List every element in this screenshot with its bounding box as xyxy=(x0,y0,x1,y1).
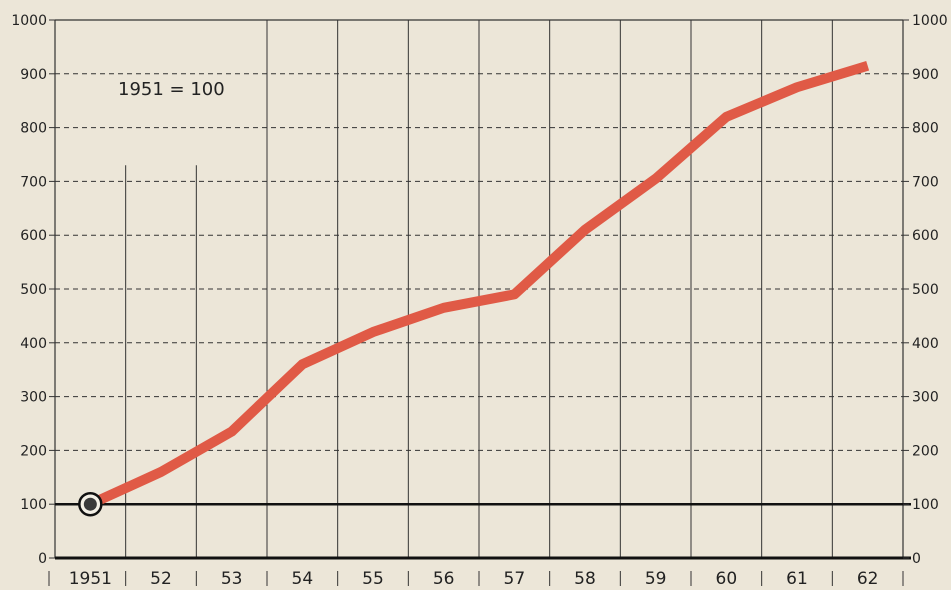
y-tick-label-left: 400 xyxy=(20,336,47,352)
x-tick-label: 62 xyxy=(857,569,879,589)
base-year-annotation: 1951 = 100 xyxy=(118,79,225,100)
y-tick-label-right: 200 xyxy=(912,443,939,459)
x-axis: 1951 52 53 54 55 56 57 58 59 60 61 62 xyxy=(48,569,904,589)
x-tick-label: 53 xyxy=(221,569,243,589)
x-tick-label: 56 xyxy=(433,569,455,589)
y-tick-label-right: 100 xyxy=(912,497,939,513)
series-line xyxy=(88,60,870,509)
y-tick-label-left: 600 xyxy=(20,228,47,244)
base-year-marker-dot xyxy=(83,497,97,511)
x-tick-label: 1951 xyxy=(69,569,112,589)
y-tick-label-left: 0 xyxy=(38,551,47,567)
grid xyxy=(55,19,903,558)
y-tick-label-left: 300 xyxy=(20,390,47,406)
y-tick-label-right: 1000 xyxy=(912,13,948,29)
y-tick-label-right: 700 xyxy=(912,174,939,190)
y-tick-label-left: 900 xyxy=(20,67,47,83)
x-tick-label: 55 xyxy=(362,569,384,589)
y-tick-label-left: 100 xyxy=(20,497,47,513)
x-tick-label: 57 xyxy=(504,569,526,589)
x-tick-label: 52 xyxy=(150,569,172,589)
y-tick-label-left: 800 xyxy=(20,121,47,137)
y-tick-label-right: 0 xyxy=(912,551,921,567)
y-axis-right: 0 100 200 300 400 500 600 700 800 900 1000 xyxy=(903,13,948,567)
x-tick-label: 54 xyxy=(292,569,314,589)
y-tick-label-right: 400 xyxy=(912,336,939,352)
y-tick-label-right: 500 xyxy=(912,282,939,298)
x-tick-label: 60 xyxy=(716,569,738,589)
x-tick-label: 61 xyxy=(786,569,808,589)
y-tick-label-left: 700 xyxy=(20,174,47,190)
y-tick-label-right: 600 xyxy=(912,228,939,244)
y-tick-label-right: 900 xyxy=(912,67,939,83)
y-tick-label-right: 800 xyxy=(912,121,939,137)
x-tick-label: 59 xyxy=(645,569,667,589)
y-tick-label-left: 500 xyxy=(20,282,47,298)
series-layer xyxy=(78,60,870,517)
y-tick-label-left: 200 xyxy=(20,443,47,459)
y-tick-label-left: 1000 xyxy=(11,13,47,29)
y-tick-label-right: 300 xyxy=(912,390,939,406)
x-tick-label: 58 xyxy=(574,569,596,589)
y-axis-left: 0 100 200 300 400 500 600 700 800 900 1000 xyxy=(11,13,55,567)
